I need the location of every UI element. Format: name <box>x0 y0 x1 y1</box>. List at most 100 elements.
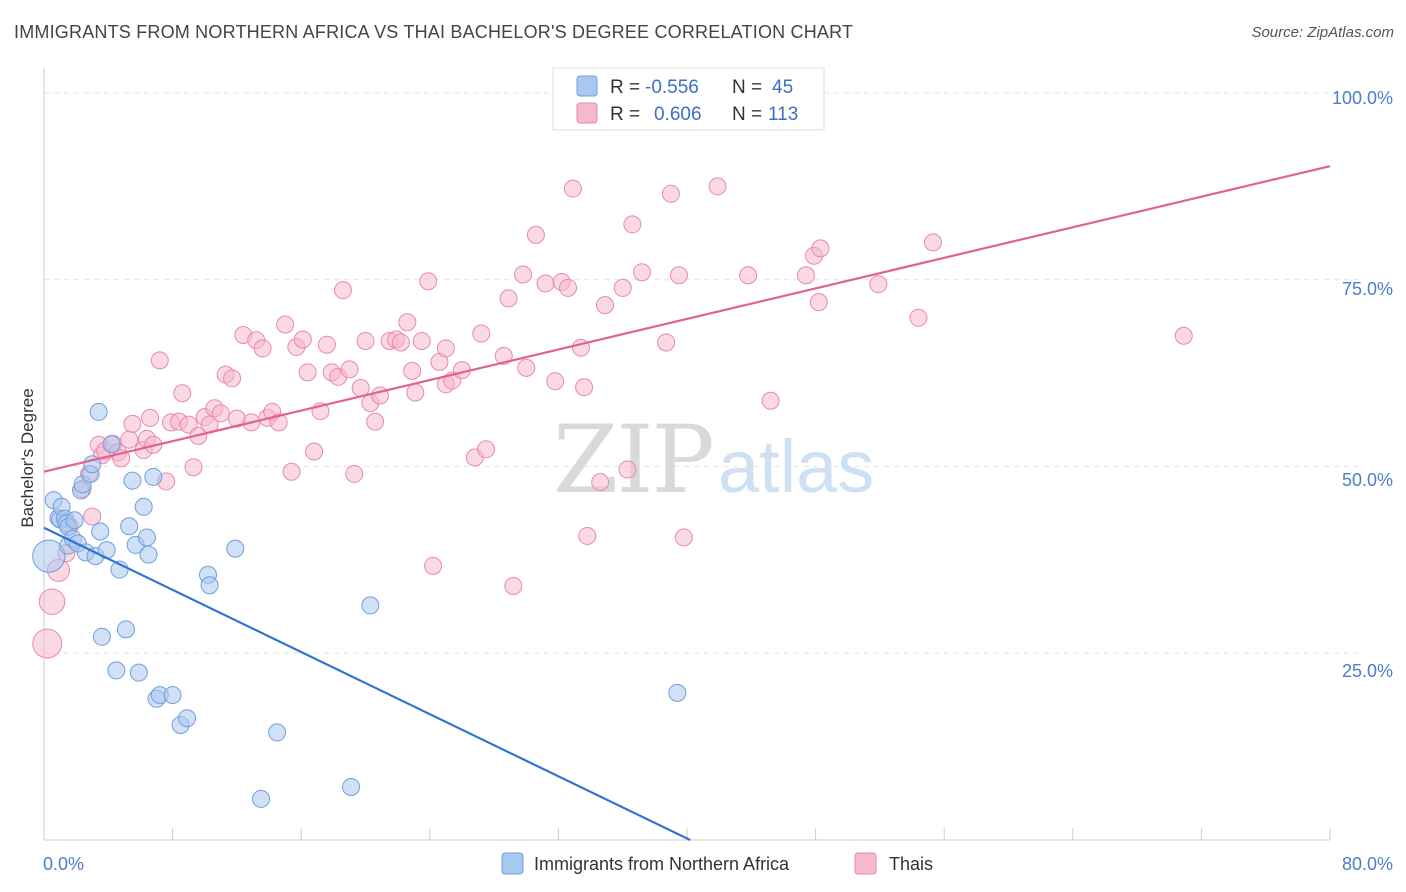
legend-n-value-blue: 45 <box>772 77 793 98</box>
data-point <box>223 369 242 388</box>
data-point <box>226 539 245 558</box>
data-point <box>472 324 491 343</box>
data-point <box>65 511 84 530</box>
data-point <box>657 333 676 352</box>
data-point <box>123 471 142 490</box>
legend-bottom-swatch-pink <box>854 852 877 875</box>
data-point <box>89 402 108 421</box>
data-point <box>116 620 135 639</box>
y-tick-75: 75.0% <box>1342 279 1393 299</box>
data-point <box>811 239 830 258</box>
data-point <box>102 435 121 454</box>
data-point <box>514 265 533 284</box>
trend-line-immigrants <box>43 526 691 841</box>
data-point <box>268 723 287 742</box>
legend-bottom-swatch-blue <box>501 852 524 875</box>
legend-bottom-label-blue: Immigrants from Northern Africa <box>534 854 790 874</box>
data-point <box>276 315 295 334</box>
data-point <box>504 577 523 595</box>
axes <box>43 68 1331 841</box>
data-point <box>356 331 375 350</box>
data-point <box>391 333 410 352</box>
data-point <box>739 266 758 285</box>
legend-r-value-blue: -0.556 <box>645 77 699 98</box>
data-point <box>333 281 352 300</box>
chart-title: IMMIGRANTS FROM NORTHERN AFRICA VS THAI … <box>14 22 854 42</box>
legend-top: R = -0.556 N = 45 R = 0.606 N = 113 <box>552 67 825 131</box>
data-point <box>83 507 102 526</box>
data-point <box>211 404 230 423</box>
x-tick-80: 80.0% <box>1342 854 1393 874</box>
legend-swatch-blue <box>576 75 598 97</box>
data-point <box>345 464 364 483</box>
data-point <box>32 539 66 573</box>
data-point <box>366 412 385 431</box>
legend-swatch-pink <box>576 102 598 124</box>
data-point <box>173 384 192 403</box>
data-point <box>596 296 615 315</box>
data-point <box>494 346 513 365</box>
data-point <box>403 361 422 380</box>
legend-n-value-pink: 113 <box>768 104 798 125</box>
legend-r-value-pink: 0.606 <box>654 104 702 125</box>
data-point <box>575 378 594 397</box>
legend-bottom: Immigrants from Northern Africa Thais <box>501 852 933 875</box>
data-point <box>578 526 597 545</box>
data-point <box>591 473 610 492</box>
data-point <box>184 458 203 477</box>
data-point <box>361 596 380 615</box>
legend-n-label-pink: N = <box>732 104 762 125</box>
data-point <box>200 576 219 595</box>
watermark-atlas: atlas <box>718 425 874 508</box>
data-point <box>669 266 688 285</box>
data-point <box>123 414 142 433</box>
watermark-zip: ZIP <box>553 406 713 515</box>
data-point <box>632 263 651 282</box>
data-point <box>32 628 63 659</box>
immigrants-points <box>32 402 687 808</box>
trend-lines <box>43 165 1331 841</box>
data-point <box>163 686 182 705</box>
data-point <box>253 339 272 358</box>
data-point <box>536 274 555 293</box>
data-point <box>38 588 66 615</box>
data-point <box>563 179 582 198</box>
data-point <box>559 278 578 297</box>
data-point <box>1174 326 1193 345</box>
data-point <box>252 789 271 808</box>
data-point <box>674 528 693 547</box>
data-point <box>269 413 288 432</box>
data-point <box>526 225 545 244</box>
data-point <box>661 184 680 203</box>
y-tick-50: 50.0% <box>1342 470 1393 490</box>
data-point <box>293 330 312 349</box>
data-point <box>150 351 169 370</box>
data-point <box>137 528 156 547</box>
y-axis-label: Bachelor's Degree <box>18 388 37 527</box>
gridlines <box>44 92 1365 654</box>
data-point <box>909 308 928 327</box>
data-point <box>305 442 324 461</box>
data-point <box>618 460 637 479</box>
legend-r-label-pink: R = <box>610 104 640 125</box>
thais-points <box>32 177 1193 659</box>
data-point <box>477 440 496 459</box>
data-point <box>144 467 163 486</box>
y-tick-25: 25.0% <box>1342 661 1393 681</box>
data-point <box>517 358 536 377</box>
data-point <box>139 545 158 564</box>
data-point <box>141 408 160 427</box>
data-point <box>134 497 153 516</box>
legend-r-label-blue: R = <box>610 77 640 98</box>
data-point <box>317 335 336 354</box>
data-point <box>342 777 361 796</box>
x-tick-0: 0.0% <box>43 854 84 874</box>
data-point <box>120 430 139 449</box>
data-point <box>668 683 687 702</box>
data-point <box>120 517 139 536</box>
data-point <box>436 339 455 358</box>
data-point <box>107 661 126 680</box>
data-point <box>424 556 443 575</box>
data-point <box>92 627 111 646</box>
